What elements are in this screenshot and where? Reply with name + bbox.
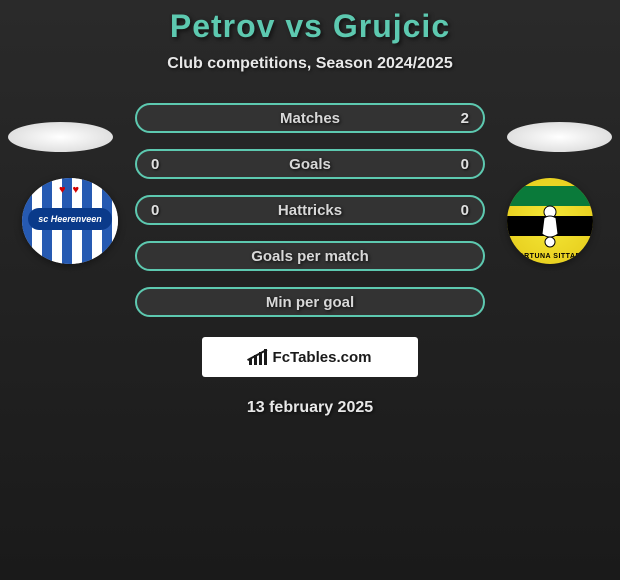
fortuna-figure-icon: [534, 204, 566, 248]
stat-label: Hattricks: [278, 202, 342, 219]
stat-label: Goals per match: [251, 248, 369, 265]
stat-value-right: 0: [449, 202, 469, 219]
stat-row-min-per-goal: Min per goal: [135, 287, 485, 317]
fortuna-crest-icon: FORTUNA SITTARD: [507, 178, 593, 264]
crest-stripe-green: [507, 186, 593, 206]
stats-table: Matches 2 0 Goals 0 0 Hattricks 0 Goals …: [135, 103, 485, 317]
stat-value-left: 0: [151, 202, 171, 219]
stat-label: Min per goal: [266, 294, 354, 311]
page-title: Petrov vs Grujcic: [0, 8, 620, 45]
attribution-text: FcTables.com: [273, 349, 372, 366]
subtitle: Club competitions, Season 2024/2025: [0, 55, 620, 73]
player-photo-left-placeholder: [8, 122, 113, 152]
stat-value-right: 2: [449, 110, 469, 127]
bar-chart-trend-icon: [249, 349, 267, 365]
generated-date: 13 february 2025: [0, 399, 620, 417]
stat-row-goals: 0 Goals 0: [135, 149, 485, 179]
stat-label: Matches: [280, 110, 340, 127]
crest-banner: sc Heerenveen: [28, 208, 112, 230]
stat-row-matches: Matches 2: [135, 103, 485, 133]
attribution-link[interactable]: FcTables.com: [202, 337, 418, 377]
player-photo-right-placeholder: [507, 122, 612, 152]
crest-ring-text: FORTUNA SITTARD: [507, 253, 593, 260]
stat-row-hattricks: 0 Hattricks 0: [135, 195, 485, 225]
stat-value-right: 0: [449, 156, 469, 173]
club-badge-left: ♥ ♥ sc Heerenveen: [22, 178, 118, 264]
stat-label: Goals: [289, 156, 331, 173]
crest-hearts-icon: ♥ ♥: [22, 184, 118, 196]
comparison-card: Petrov vs Grujcic Club competitions, Sea…: [0, 0, 620, 417]
club-badge-right: FORTUNA SITTARD: [502, 178, 598, 264]
stat-row-goals-per-match: Goals per match: [135, 241, 485, 271]
stat-value-left: 0: [151, 156, 171, 173]
heerenveen-crest-icon: ♥ ♥ sc Heerenveen: [22, 178, 118, 264]
